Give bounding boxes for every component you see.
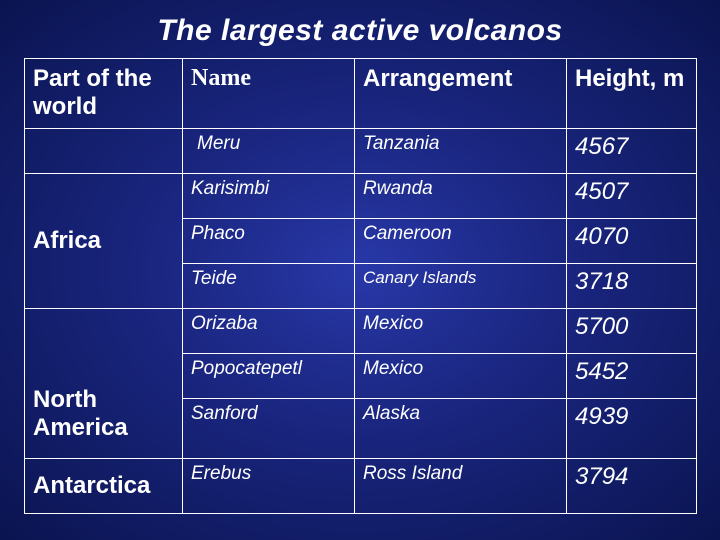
- arrangement-cell: Canary Islands: [355, 264, 567, 309]
- height-cell: 5452: [567, 354, 697, 399]
- height-cell: 3794: [567, 459, 697, 514]
- table-header-row: Part of the world Name Arrangement Heigh…: [25, 59, 697, 129]
- table-row: Meru Tanzania 4567: [25, 129, 697, 174]
- slide-title: The largest active volcanos: [24, 14, 696, 48]
- slide-container: The largest active volcanos Part of the …: [0, 0, 720, 540]
- name-cell: Popocatepetl: [183, 354, 355, 399]
- arrangement-cell: Tanzania: [355, 129, 567, 174]
- arrangement-cell: Mexico: [355, 309, 567, 354]
- header-arrangement: Arrangement: [355, 59, 567, 129]
- volcano-table: Part of the world Name Arrangement Heigh…: [24, 58, 697, 514]
- table-row: Africa Karisimbi Rwanda 4507: [25, 174, 697, 219]
- height-cell: 4507: [567, 174, 697, 219]
- region-cell-3: Antarctica: [25, 459, 183, 514]
- arrangement-cell: Mexico: [355, 354, 567, 399]
- name-cell: Teide: [183, 264, 355, 309]
- height-cell: 3718: [567, 264, 697, 309]
- name-cell: Karisimbi: [183, 174, 355, 219]
- height-cell: 5700: [567, 309, 697, 354]
- header-region: Part of the world: [25, 59, 183, 129]
- name-cell: Orizaba: [183, 309, 355, 354]
- arrangement-cell: Alaska: [355, 399, 567, 459]
- header-height: Height, m: [567, 59, 697, 129]
- arrangement-cell: Rwanda: [355, 174, 567, 219]
- name-cell: Meru: [183, 129, 355, 174]
- name-cell: Erebus: [183, 459, 355, 514]
- name-cell: Sanford: [183, 399, 355, 459]
- name-cell: Phaco: [183, 219, 355, 264]
- height-cell: 4070: [567, 219, 697, 264]
- arrangement-cell: Ross Island: [355, 459, 567, 514]
- height-cell: 4939: [567, 399, 697, 459]
- height-cell: 4567: [567, 129, 697, 174]
- table-row: Antarctica Erebus Ross Island 3794: [25, 459, 697, 514]
- arrangement-cell: Cameroon: [355, 219, 567, 264]
- region-cell-0: [25, 129, 183, 174]
- region-cell-1: Africa: [25, 174, 183, 309]
- table-row: North America Orizaba Mexico 5700: [25, 309, 697, 354]
- header-name: Name: [183, 59, 355, 129]
- region-cell-2: North America: [25, 309, 183, 459]
